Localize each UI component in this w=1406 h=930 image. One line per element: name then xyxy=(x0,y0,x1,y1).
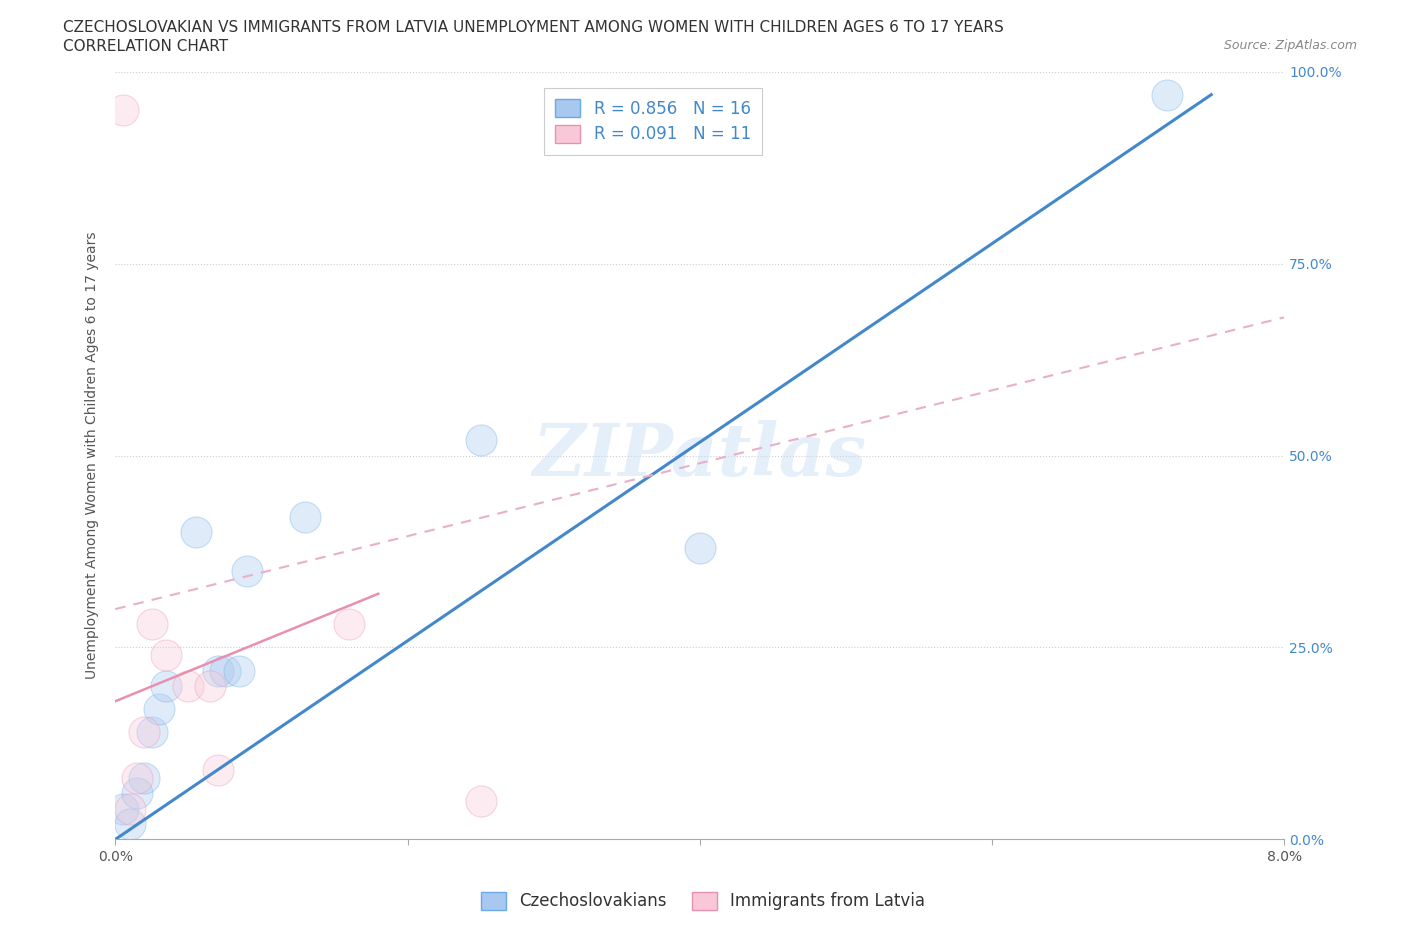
Point xyxy=(111,102,134,117)
Point xyxy=(207,663,229,678)
Point xyxy=(127,786,149,801)
Point xyxy=(134,724,156,739)
Point xyxy=(689,540,711,555)
Point xyxy=(207,763,229,777)
Point xyxy=(184,525,207,539)
Point xyxy=(111,802,134,817)
Point xyxy=(141,617,163,631)
Text: CZECHOSLOVAKIAN VS IMMIGRANTS FROM LATVIA UNEMPLOYMENT AMONG WOMEN WITH CHILDREN: CZECHOSLOVAKIAN VS IMMIGRANTS FROM LATVI… xyxy=(63,20,1004,35)
Point xyxy=(155,679,177,694)
Point xyxy=(141,724,163,739)
Point xyxy=(294,510,316,525)
Point xyxy=(470,432,492,447)
Text: CORRELATION CHART: CORRELATION CHART xyxy=(63,39,228,54)
Point xyxy=(1156,87,1178,102)
Text: ZIPatlas: ZIPatlas xyxy=(533,420,868,491)
Point xyxy=(337,617,360,631)
Text: Source: ZipAtlas.com: Source: ZipAtlas.com xyxy=(1223,39,1357,52)
Point xyxy=(236,564,259,578)
Y-axis label: Unemployment Among Women with Children Ages 6 to 17 years: Unemployment Among Women with Children A… xyxy=(86,232,100,679)
Legend: R = 0.856   N = 16, R = 0.091   N = 11: R = 0.856 N = 16, R = 0.091 N = 11 xyxy=(544,87,762,155)
Point xyxy=(214,663,236,678)
Point xyxy=(177,679,200,694)
Point xyxy=(148,701,170,716)
Point xyxy=(127,771,149,786)
Point xyxy=(134,771,156,786)
Legend: Czechoslovakians, Immigrants from Latvia: Czechoslovakians, Immigrants from Latvia xyxy=(474,885,932,917)
Point xyxy=(118,802,141,817)
Point xyxy=(228,663,250,678)
Point xyxy=(118,817,141,831)
Point xyxy=(470,793,492,808)
Point xyxy=(155,647,177,662)
Point xyxy=(200,679,222,694)
